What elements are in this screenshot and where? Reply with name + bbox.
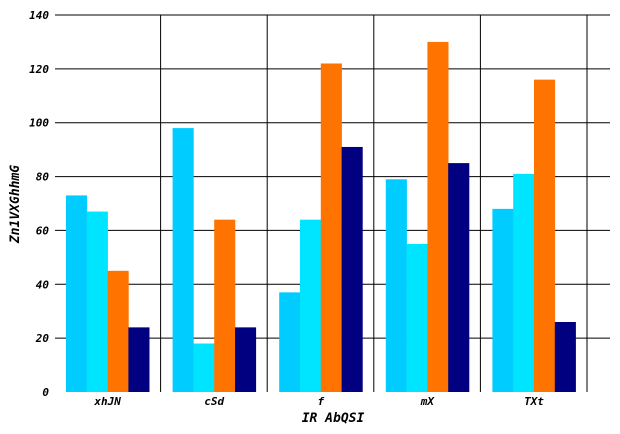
x-axis-title: IR AbQSI <box>302 411 365 426</box>
bar <box>534 79 556 392</box>
y-tick-label: 40 <box>36 278 50 291</box>
x-tick-label: xhJN <box>93 395 121 408</box>
bar <box>279 292 301 392</box>
bar <box>107 270 129 392</box>
tick-labels: 0 20 40 60 80 100 120 140 xhJN cSd f mX TXt <box>29 9 544 408</box>
y-tick-label: 100 <box>29 117 49 130</box>
bar <box>193 343 215 392</box>
x-tick-label: cSd <box>204 395 224 408</box>
bar <box>320 63 342 392</box>
bar <box>172 128 194 392</box>
bar <box>214 219 236 392</box>
bars <box>66 41 576 393</box>
y-axis-title: Zn1VXGhhmG <box>8 165 23 244</box>
bar <box>235 327 257 392</box>
bar <box>427 41 449 393</box>
bar <box>492 208 514 392</box>
bar <box>300 219 322 392</box>
bar <box>66 195 88 392</box>
y-tick-label: 0 <box>42 386 49 399</box>
x-tick-label: TXt <box>524 395 544 408</box>
bar <box>554 321 576 392</box>
y-tick-label: 140 <box>29 9 49 22</box>
bar <box>385 179 407 392</box>
bar <box>448 163 470 392</box>
bar <box>341 146 363 392</box>
y-tick-label: 120 <box>29 63 49 76</box>
y-tick-label: 20 <box>35 332 50 345</box>
x-tick-label: f <box>317 395 324 408</box>
y-tick-label: 60 <box>36 224 50 237</box>
bar <box>86 211 108 392</box>
y-tick-label: 80 <box>36 171 50 184</box>
bar <box>513 173 535 392</box>
x-tick-label: mX <box>420 395 436 408</box>
bar <box>128 327 150 392</box>
bar <box>406 243 428 392</box>
